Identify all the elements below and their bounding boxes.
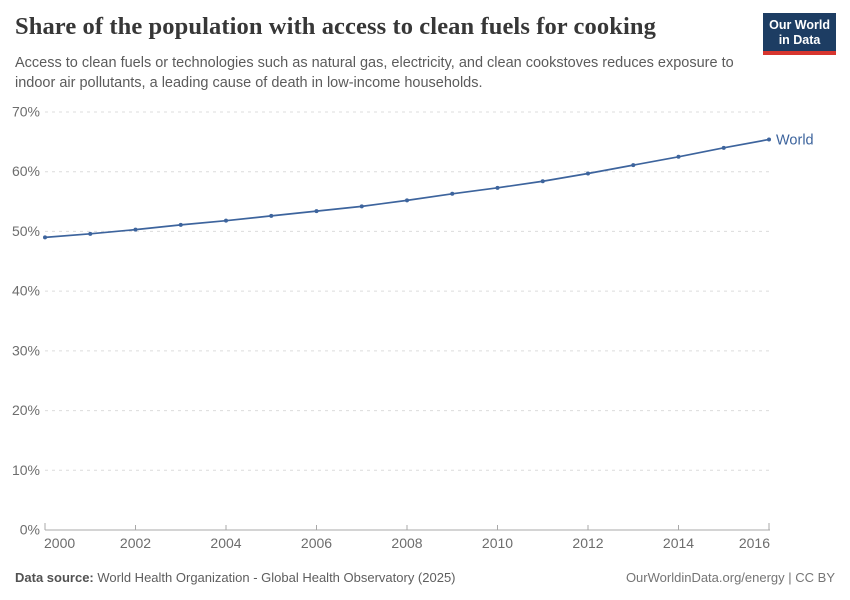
data-point <box>495 185 500 190</box>
owid-attribution-link[interactable]: OurWorldinData.org/energy | CC BY <box>625 570 835 585</box>
data-point <box>43 235 47 240</box>
owid-logo-line2: in Data <box>778 33 821 47</box>
y-tick-label: 0% <box>20 522 40 538</box>
owid-logo-line1: Our World <box>769 18 830 32</box>
y-tick-label: 50% <box>12 223 40 239</box>
x-tick-label: 2006 <box>301 535 332 551</box>
y-gridlines <box>45 111 770 471</box>
world-series-label: World <box>776 132 814 148</box>
x-axis <box>44 523 770 531</box>
series-end-label: World <box>776 132 814 148</box>
x-tick-label: 2012 <box>572 535 603 551</box>
x-tick-label: 2008 <box>391 535 422 551</box>
y-tick-label: 40% <box>12 283 40 299</box>
y-tick-label: 60% <box>12 163 40 179</box>
y-tick-label: 30% <box>12 342 40 358</box>
data-point <box>88 231 93 236</box>
chart-subtitle: Access to clean fuels or technologies su… <box>15 55 734 91</box>
world-series-points <box>43 137 771 240</box>
y-tick-label: 20% <box>12 402 40 418</box>
data-point <box>540 179 545 184</box>
x-tick-label: 2010 <box>482 535 513 551</box>
data-point <box>314 209 319 214</box>
x-tick-label: 2004 <box>210 535 241 551</box>
x-tick-label: 2014 <box>663 535 694 551</box>
x-tick-label: 2016 <box>739 535 770 551</box>
x-tick-label: 2000 <box>44 535 75 551</box>
data-source-value: World Health Organization - Global Healt… <box>93 570 456 585</box>
data-point <box>405 198 409 203</box>
data-point <box>269 213 274 218</box>
chart-footer: Data source: World Health Organization -… <box>15 570 835 585</box>
world-series-line <box>44 138 770 239</box>
data-source: Data source: World Health Organization -… <box>15 570 456 585</box>
owid-logo[interactable]: Our World in Data <box>763 13 836 55</box>
data-source-label: Data source: <box>15 570 94 585</box>
data-point <box>450 191 455 196</box>
y-axis-labels: 0% 10% 20% 30% 40% 50% 60% 70% <box>12 104 40 538</box>
x-axis-labels: 2000 2002 2004 2006 2008 2010 2012 2014 2016 <box>44 535 770 551</box>
y-tick-label: 10% <box>12 462 40 478</box>
data-point <box>359 204 364 209</box>
data-point <box>631 163 636 168</box>
data-point <box>178 222 183 227</box>
y-tick-label: 70% <box>12 104 40 120</box>
data-point <box>676 154 681 159</box>
x-tick-label: 2002 <box>120 535 151 551</box>
data-point <box>224 218 228 223</box>
data-point <box>767 137 771 142</box>
data-point <box>586 171 590 176</box>
data-point <box>721 145 726 150</box>
page-title: Share of the population with access to c… <box>15 13 656 40</box>
data-point <box>133 227 138 232</box>
